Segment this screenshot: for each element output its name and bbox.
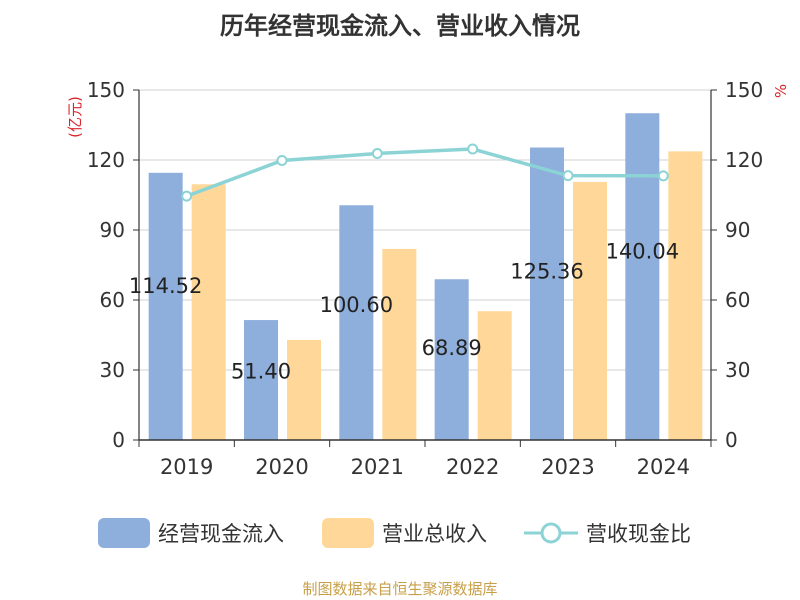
legend-swatch-ratio bbox=[524, 522, 578, 544]
legend-swatch-revenue bbox=[322, 518, 374, 548]
bar-inflow-2022 bbox=[434, 279, 469, 440]
y-left-unit: (亿元) bbox=[66, 96, 84, 138]
legend-item-inflow[interactable]: 经营现金流入 bbox=[98, 518, 284, 548]
bar-inflow-2019 bbox=[148, 172, 183, 440]
y-right-tick-label: 150 bbox=[725, 78, 763, 102]
y-right-tick-label: 0 bbox=[725, 428, 738, 452]
ratio-point-2023 bbox=[562, 170, 574, 182]
y-left-tick-label: 90 bbox=[100, 218, 125, 242]
x-tick-label: 2023 bbox=[541, 455, 594, 479]
bar-revenue-2024 bbox=[668, 151, 703, 440]
bar-inflow-2020 bbox=[244, 320, 278, 440]
bar-revenue-2022 bbox=[477, 311, 512, 440]
legend-item-revenue[interactable]: 营业总收入 bbox=[322, 518, 487, 548]
bar-inflow-2024 bbox=[625, 113, 660, 441]
data-label-inflow-2023: 125.36 bbox=[510, 259, 583, 283]
source-credit: 制图数据来自恒生聚源数据库 bbox=[302, 580, 498, 598]
data-label-inflow-2024: 140.04 bbox=[606, 239, 679, 263]
ratio-point-2024 bbox=[657, 170, 669, 182]
bar-revenue-2019 bbox=[191, 184, 226, 440]
bar-revenue-2023 bbox=[573, 181, 607, 440]
legend-swatch-inflow bbox=[98, 518, 150, 548]
y-right-tick-label: 60 bbox=[725, 288, 750, 312]
ratio-point-2019 bbox=[181, 190, 193, 202]
data-label-inflow-2022: 68.89 bbox=[422, 336, 482, 360]
y-left-tick-label: 0 bbox=[112, 428, 125, 452]
bar-inflow-2021 bbox=[339, 205, 374, 440]
y-left-tick-label: 120 bbox=[87, 148, 125, 172]
legend-label-ratio: 营收现金比 bbox=[586, 522, 691, 546]
y-right-unit: % bbox=[772, 84, 790, 98]
data-label-inflow-2021: 100.60 bbox=[320, 293, 393, 317]
data-label-inflow-2019: 114.52 bbox=[129, 274, 202, 298]
ratio-point-2022 bbox=[467, 143, 479, 155]
y-right-tick-label: 30 bbox=[725, 358, 750, 382]
x-tick-label: 2019 bbox=[160, 455, 213, 479]
bar-revenue-2020 bbox=[287, 339, 321, 440]
chart-title: 历年经营现金流入、营业收入情况 bbox=[220, 12, 580, 40]
bar-revenue-2021 bbox=[382, 248, 417, 440]
x-tick-label: 2020 bbox=[255, 455, 308, 479]
ratio-line bbox=[186, 147, 664, 198]
y-right-tick-label: 120 bbox=[725, 148, 763, 172]
x-tick-label: 2022 bbox=[446, 455, 499, 479]
legend-label-revenue: 营业总收入 bbox=[382, 522, 487, 546]
y-left-tick-label: 150 bbox=[87, 78, 125, 102]
ratio-point-2020 bbox=[276, 154, 288, 166]
x-tick-label: 2021 bbox=[351, 455, 404, 479]
ratio-point-2021 bbox=[371, 147, 383, 159]
y-left-tick-label: 30 bbox=[100, 358, 125, 382]
y-left-tick-label: 60 bbox=[100, 288, 125, 312]
y-right-tick-label: 90 bbox=[725, 218, 750, 242]
legend-label-inflow: 经营现金流入 bbox=[158, 522, 284, 546]
bar-inflow-2023 bbox=[530, 147, 564, 440]
x-tick-label: 2024 bbox=[637, 455, 690, 479]
data-label-inflow-2020: 51.40 bbox=[231, 359, 291, 383]
legend-item-ratio[interactable]: 营收现金比 bbox=[522, 518, 691, 548]
